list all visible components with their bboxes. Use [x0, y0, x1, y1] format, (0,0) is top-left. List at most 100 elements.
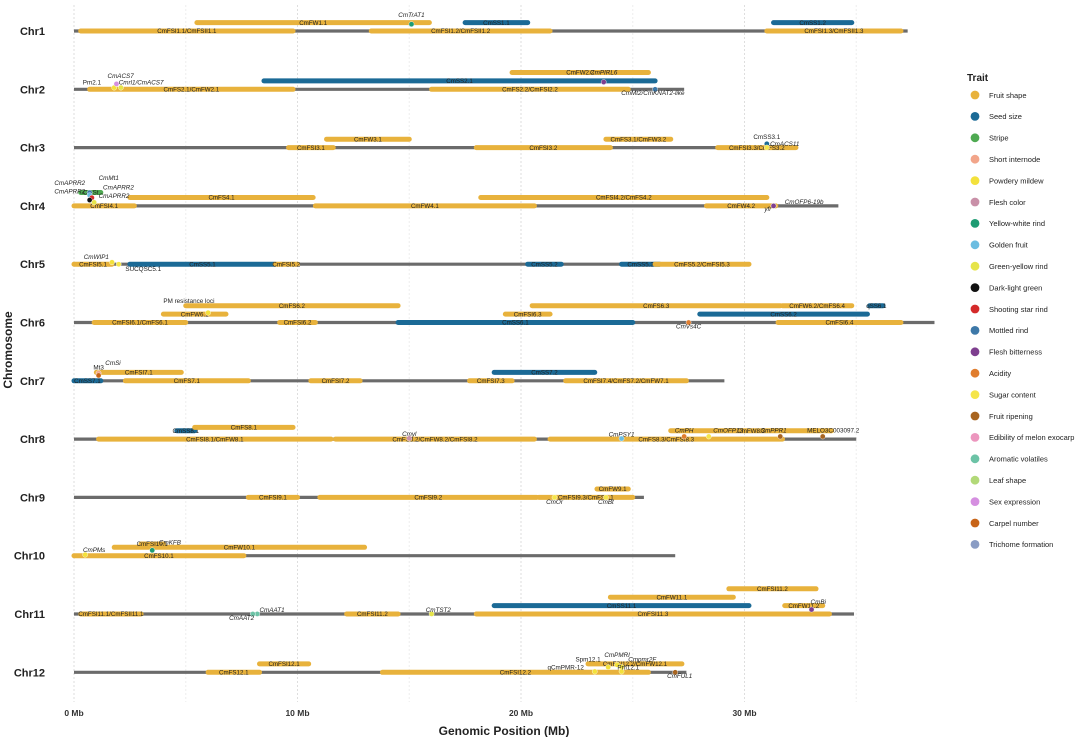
gene-label: CmAAT1 — [260, 607, 285, 614]
gene-label: Pm2.1 — [83, 80, 102, 87]
legend-swatch — [970, 90, 980, 100]
legend-swatch — [970, 368, 980, 378]
qtl-segment-label: CmFSI5.2 — [272, 261, 300, 268]
gene-marker — [205, 309, 211, 316]
legend-entry-label: Stripe — [989, 134, 1009, 143]
gene-marker — [591, 668, 598, 675]
gene-label: CmVs4C — [676, 323, 702, 330]
gene-label: CmAAT2 — [229, 615, 255, 622]
x-tick-label: 30 Mb — [732, 708, 756, 718]
gene-marker — [819, 433, 826, 440]
legend-title: Trait — [967, 73, 989, 84]
gene-marker — [618, 668, 625, 675]
qtl-segment-label: CmFS8.3/CmFSI8.3 — [638, 436, 694, 443]
qtl-segment-label: CmFW6.2/CmFS6.4 — [789, 303, 845, 310]
gene-label: CmBi — [811, 599, 827, 606]
qtl-segment-label: CmFW9.1 — [599, 486, 627, 493]
gene-marker — [652, 86, 658, 93]
qtl-segment-label: CmFSI6.2 — [284, 320, 312, 327]
gene-marker — [705, 433, 712, 440]
qtl-segment-label: CmFSI11.2 — [757, 586, 788, 593]
legend-swatch — [970, 540, 980, 549]
qtl-segment-label: CmFSI7.1 — [125, 370, 153, 377]
legend-entry-label: Acidity — [989, 369, 1011, 378]
gene-label: CmAPRR2 — [103, 184, 134, 191]
qtl-segment-label: CmFS8.2/CmFW8.2/CmFSI8.2 — [392, 436, 478, 443]
gene-marker — [82, 551, 88, 558]
qtl-segment-label: CmFSI11.1/CmFSII11.1 — [78, 611, 144, 618]
qtl-segment-label: CmFSI11.3 — [637, 611, 668, 618]
legend-entry-label: Sex expression — [989, 497, 1040, 506]
gene-marker — [408, 21, 415, 28]
gene-label: CmSS3.1 — [753, 134, 780, 141]
qtl-segment-label: CmSS7.1 — [74, 378, 101, 385]
gene-marker — [118, 84, 124, 91]
legend-swatch — [970, 240, 980, 250]
qtl-segment-label: CmFSI10.1 — [137, 541, 169, 548]
legend-swatch — [970, 304, 980, 314]
gene-label: CmAPRR2 — [54, 180, 85, 187]
chromosome-label-chr9: Chr9 — [20, 492, 45, 504]
legend-entry-label: Yellow-white rind — [989, 219, 1045, 228]
qtl-segment-label: CmFS3.1/CmFW3.2 — [610, 136, 666, 143]
qtl-segment-label: CmFW3.1 — [354, 136, 382, 143]
chromosome-label-chr5: Chr5 — [20, 259, 45, 271]
gene-marker — [808, 606, 815, 613]
gene-marker — [681, 433, 687, 440]
qtl-segment-label: CmFS2.1/CmFW2.1 — [163, 87, 219, 94]
gene-label: Cmpmr2F — [628, 656, 657, 663]
gene-marker — [115, 261, 122, 268]
qtl-segment-label: CmSS2.1 — [446, 78, 473, 85]
gene-marker — [91, 199, 97, 206]
legend-entry-label: Leaf shape — [989, 476, 1026, 485]
gene-label: CmAPRR2 — [54, 189, 85, 196]
chromosome-label-chr8: Chr8 — [20, 434, 45, 446]
legend-swatch — [970, 197, 980, 207]
legend-swatch — [970, 454, 980, 464]
legend-swatch — [970, 347, 980, 357]
legend-swatch — [970, 176, 980, 186]
x-tick-label: 10 Mb — [285, 708, 309, 718]
qtl-segment-label: CmFSI1.3/CmFSII1.3 — [804, 28, 864, 35]
gene-marker — [109, 259, 115, 266]
gene-label: CmBt — [598, 499, 614, 506]
qtl-segment-label: CmFW4.1 — [411, 203, 439, 210]
gene-label: CmACS11 — [770, 141, 799, 148]
qtl-segment-label: CmFSI6.1/CmFS6.1 — [112, 320, 168, 327]
gene-label: CmPH — [675, 428, 694, 435]
gene-label: CmMt2/CmKNAT2-like — [621, 90, 685, 97]
gene-label: CmTrAT1 — [398, 12, 424, 19]
gene-label: Pm12.1 — [617, 664, 639, 671]
qtl-segment-label: CmSS5.3 — [627, 261, 654, 268]
qtl-segment-label: CmFW10.1 — [224, 545, 256, 552]
qtl-segment-label: CmFSI3.3/CmFS3.2 — [729, 145, 785, 152]
legend-entry-label: Green-yellow rind — [989, 262, 1048, 271]
gene-marker — [605, 664, 611, 670]
qtl-segments: CmFSI1.1/CmFSII1.1 CmFSI1.2/CmFSII1.2 CmFS… — [71, 20, 904, 677]
gene-label: CmPSY1 — [609, 431, 635, 438]
qtl-segment-label: CmSS1.2 — [799, 20, 826, 27]
qtl-segment-label: CmFSI4.1 — [90, 203, 118, 210]
gene-marker — [149, 547, 156, 554]
qtl-segment-label: CmFSI11.2 — [357, 611, 388, 618]
qtl-segment-label: CmFSI1.1/CmFSII1.1 — [157, 28, 217, 35]
gene-label: MELO3C003097.2 — [807, 428, 860, 435]
chromosome-label-chr3: Chr3 — [20, 143, 45, 155]
qtl-segment-label: CmFW11.2 — [788, 603, 819, 610]
qtl-segment-label: CmFS10.1 — [144, 553, 174, 560]
x-axis-title: Genomic Position (Mb) — [439, 724, 570, 737]
chromosome-label-chr11: Chr11 — [14, 609, 45, 621]
gene-label: qCmPMR-12 — [548, 664, 585, 671]
qtl-segment-label: CmSS7.2 — [531, 370, 558, 377]
gene-label: Cmyl — [402, 431, 417, 438]
chromosome-labels: Chr1 Chr2 Chr3 Chr4 Chr5 Chr6 Chr7 Chr8 Chr9 Chr1… — [14, 26, 46, 679]
gene-label: CmKFB — [159, 539, 181, 546]
chromosome-label-chr12: Chr12 — [14, 667, 45, 679]
legend-entry-label: Powdery mildew — [989, 176, 1044, 185]
x-tick-label: 0 Mb — [64, 708, 83, 718]
legend-entry-label: Shooting star rind — [989, 305, 1048, 314]
gene-marker — [86, 197, 93, 203]
qtl-segment-label: CmFS7.1 — [174, 378, 201, 385]
qtl-segment-label: CmFSI9.1 — [259, 495, 287, 502]
